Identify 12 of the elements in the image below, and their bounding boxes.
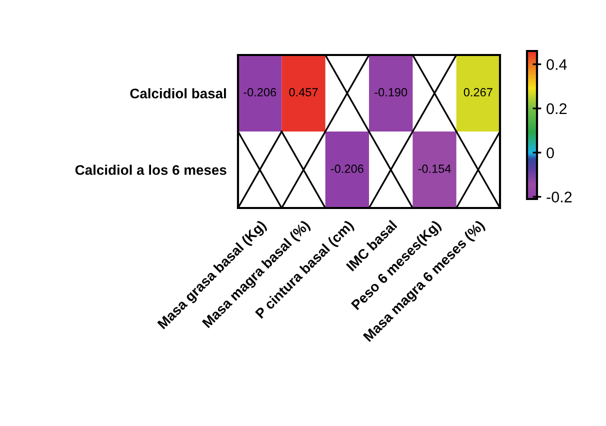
color-bar-label: 0 [546,147,554,158]
color-bar-label: -0.2 [546,192,572,202]
color-bar-label: 0.4 [546,59,567,70]
data-label: -0.206 [244,88,276,96]
y-tick-label: Calcidiol a los 6 meses [75,164,226,175]
data-label: -0.154 [418,164,451,173]
data-label: 0.267 [464,88,492,96]
data-label: 0.457 [289,88,318,96]
y-tick-label: Calcidiol basal [130,88,226,98]
data-label: -0.190 [374,88,408,96]
data-label: -0.206 [330,164,364,173]
color-bar-label: 0.2 [546,103,566,114]
